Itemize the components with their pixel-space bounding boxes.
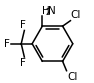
Text: F: F <box>20 20 26 30</box>
Text: 2: 2 <box>46 8 51 17</box>
Text: Cl: Cl <box>67 72 77 82</box>
Text: H: H <box>42 6 49 16</box>
Text: F: F <box>20 58 26 68</box>
Text: Cl: Cl <box>71 10 81 20</box>
Text: N: N <box>48 6 56 16</box>
Text: F: F <box>4 39 10 49</box>
